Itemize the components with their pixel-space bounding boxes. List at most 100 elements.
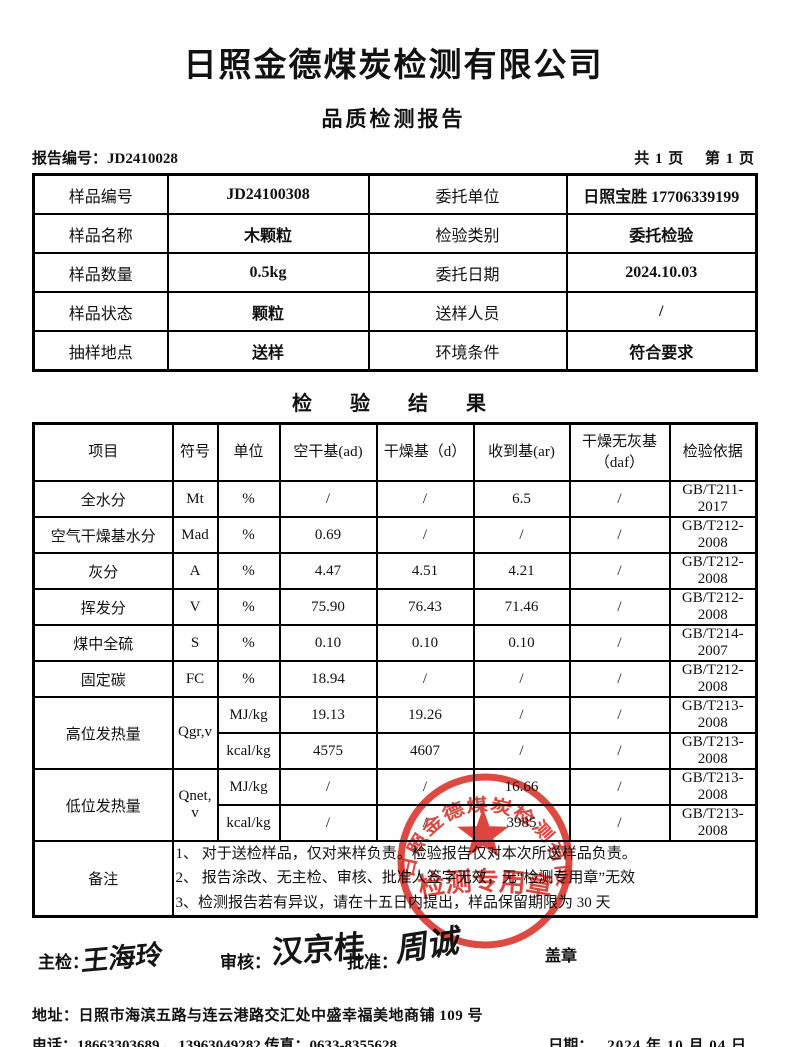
- item-name: 全水分: [32, 480, 174, 518]
- value-d: 76.43: [375, 588, 475, 626]
- col-header: 项目: [32, 422, 174, 482]
- value-ar: /: [472, 732, 571, 770]
- info-value: 颗粒: [166, 291, 370, 332]
- report-type-title: 品质检测报告: [321, 107, 466, 131]
- item-unit: %: [216, 516, 281, 554]
- info-label: 检验类别: [367, 213, 568, 254]
- col-header: 单位: [216, 422, 281, 482]
- table-row: 高位发热量 Qgr,v MJ/kg 19.13 19.26 / / GB/T21…: [32, 696, 758, 770]
- item-symbol: S: [171, 624, 219, 662]
- value-ad: /: [278, 768, 378, 806]
- info-label: 委托日期: [367, 252, 568, 293]
- info-label: 抽样地点: [32, 330, 169, 372]
- value-daf: /: [568, 516, 671, 554]
- col-header: 收到基(ar): [472, 422, 571, 482]
- value-ad: 0.69: [278, 516, 378, 554]
- item-symbol: V: [171, 588, 219, 626]
- info-value: /: [565, 291, 758, 332]
- info-value: 委托检验: [565, 213, 758, 254]
- value-d: 4.51: [375, 552, 475, 590]
- approver-label: 批准：: [347, 952, 398, 972]
- table-row: 样品状态 颗粒 送样人员 /: [32, 291, 758, 332]
- value-d: /: [375, 480, 475, 518]
- info-label: 送样人员: [367, 291, 568, 332]
- col-header: 干燥基（d）: [375, 422, 475, 482]
- info-label: 样品名称: [32, 213, 169, 254]
- value-daf: /: [568, 588, 671, 626]
- item-name: 低位发热量: [32, 768, 174, 842]
- info-value: 符合要求: [565, 330, 758, 372]
- test-standard: GB/T213-2008: [668, 696, 758, 734]
- item-unit: kcal/kg: [216, 804, 281, 842]
- value-daf: /: [568, 732, 671, 770]
- value-ad: 75.90: [278, 588, 378, 626]
- table-row: 样品名称 木颗粒 检验类别 委托检验: [32, 213, 758, 254]
- value-d: 0.10: [375, 624, 475, 662]
- address-line: 地址：日照市海滨五路与连云港路交汇处中盛幸福美地商铺 109 号: [32, 1007, 484, 1024]
- seal-here-label: 盖章: [545, 947, 578, 965]
- value-d: 4607: [375, 732, 475, 770]
- reviewer-label: 审核：: [220, 952, 271, 972]
- value-daf: /: [568, 480, 671, 518]
- value-d: /: [375, 768, 475, 806]
- table-row: kcal/kg 4575 4607 / / GB/T213-2008: [34, 732, 758, 770]
- value-ar: /: [472, 696, 571, 734]
- item-name: 灰分: [32, 552, 174, 590]
- value-daf: /: [568, 696, 671, 734]
- value-d: /: [375, 660, 475, 698]
- report-number: 报告编号：JD2410028: [32, 147, 178, 168]
- remark-label: 备注: [32, 839, 174, 918]
- table-row: 低位发热量 Qnet, v MJ/kg / / 16.66 / GB/T213-…: [32, 768, 758, 842]
- item-symbol: FC: [171, 660, 219, 698]
- value-daf: /: [568, 552, 671, 590]
- item-unit: %: [216, 624, 281, 662]
- info-label: 环境条件: [367, 330, 568, 372]
- table-row: 挥发分 V % 75.90 76.43 71.46 / GB/T212-2008: [32, 588, 758, 626]
- value-daf: /: [568, 768, 671, 806]
- value-ar: 4.21: [472, 552, 571, 590]
- item-symbol: Qgr,v: [171, 696, 219, 770]
- report-date: 日期： 2024 年 10 月 04 日: [548, 1034, 747, 1047]
- item-name: 高位发热量: [32, 696, 174, 770]
- table-row: 煤中全硫 S % 0.10 0.10 0.10 / GB/T214-2007: [32, 624, 758, 662]
- value-ar: 16.66: [472, 768, 571, 806]
- item-name: 煤中全硫: [32, 624, 174, 662]
- value-ar: 71.46: [472, 588, 571, 626]
- table-row: 灰分 A % 4.47 4.51 4.21 / GB/T212-2008: [32, 552, 758, 590]
- info-label: 样品状态: [32, 291, 169, 332]
- item-unit: %: [216, 588, 281, 626]
- value-ad: /: [278, 480, 378, 518]
- inspector-label: 主检：: [38, 952, 89, 972]
- col-header: 空干基(ad): [278, 422, 378, 482]
- item-unit: %: [216, 480, 281, 518]
- table-row: 固定碳 FC % 18.94 / / / GB/T212-2008: [32, 660, 758, 698]
- report-meta-row: 报告编号：JD2410028 共 1 页 第 1 页: [32, 147, 755, 168]
- page-count: 共 1 页 第 1 页: [634, 151, 755, 167]
- table-row: 样品数量 0.5kg 委托日期 2024.10.03: [32, 252, 758, 293]
- report-number-value: JD2410028: [107, 151, 178, 167]
- item-unit: %: [216, 660, 281, 698]
- info-value: 0.5kg: [166, 252, 370, 293]
- item-symbol: Mad: [171, 516, 219, 554]
- info-value: 送样: [166, 330, 370, 372]
- remark-line: 1、 对于送检样品，仅对来样负责。检验报告仅对本次所送样品负责。: [175, 846, 637, 862]
- test-standard: GB/T212-2008: [668, 660, 758, 698]
- inspector-signature: 王海玲: [80, 939, 164, 977]
- value-ar: /: [472, 660, 571, 698]
- value-daf: /: [568, 624, 671, 662]
- test-standard: GB/T213-2008: [668, 768, 758, 806]
- col-header: 干燥无灰基（daf）: [568, 422, 671, 482]
- signature-row: 主检： 王海玲 审核： 汉京桂 批准： 周诚 盖章: [32, 921, 755, 986]
- table-row: 样品编号 JD24100308 委托单位 日照宝胜 17706339199: [32, 173, 758, 215]
- item-unit: %: [216, 552, 281, 590]
- test-standard: GB/T213-2008: [668, 804, 758, 842]
- report-number-label: 报告编号：: [32, 151, 108, 167]
- test-standard: GB/T212-2008: [668, 516, 758, 554]
- value-ad: /: [278, 804, 378, 842]
- phone-fax: 电话：18663303689 、13963049282 传真：0633-8355…: [32, 1037, 397, 1047]
- value-d: /: [375, 804, 475, 842]
- remark-line: 3、检测报告若有异议，请在十五日内提出，样品保留期限为 30 天: [175, 894, 611, 911]
- value-ar: 6.5: [472, 480, 571, 518]
- info-value: JD24100308: [166, 173, 370, 215]
- results-section-title: 检 验 结 果: [292, 393, 495, 415]
